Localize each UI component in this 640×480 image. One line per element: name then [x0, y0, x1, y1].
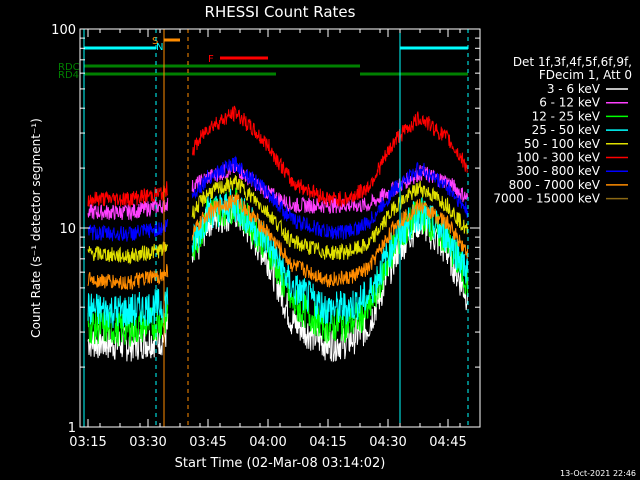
legend-header-line2: FDecim 1, Att 0 — [539, 68, 632, 82]
legend-entry-label: 800 - 7000 keV — [509, 178, 601, 192]
flag-label-n: N — [156, 42, 163, 53]
series-line-4 — [87, 175, 469, 265]
series-lines — [87, 105, 469, 363]
legend-entry-label: 6 - 12 keV — [539, 96, 601, 110]
legend-entry-label: 100 - 300 keV — [516, 151, 600, 165]
x-tick-label: 03:15 — [69, 435, 106, 450]
y-axis-label: Count Rate (s⁻¹ detector segment⁻¹) — [29, 118, 43, 338]
chart-title: RHESSI Count Rates — [205, 3, 356, 21]
legend-entry-label: 25 - 50 keV — [532, 123, 601, 137]
flag-label: S — [152, 36, 158, 47]
x-tick-label: 03:30 — [129, 435, 166, 450]
axes: 03:15 03:30 03:45 04:00 04:15 04:30 04:45 1 10 10… — [51, 23, 481, 450]
footer-date: 13-Oct-2021 22:46 — [560, 469, 636, 478]
legend-entry-label: 12 - 25 keV — [532, 109, 601, 123]
flag-label: RDC — [58, 62, 80, 73]
legend-header-line1: Det 1f,3f,4f,5f,6f,9f, — [513, 55, 632, 69]
y-tick-label: 1 — [68, 421, 76, 436]
legend: Det 1f,3f,4f,5f,6f,9f, FDecim 1, Att 0 3… — [493, 55, 632, 206]
x-tick-label: 04:00 — [249, 435, 286, 450]
series-line-5 — [87, 105, 468, 207]
legend-entry-label: 3 - 6 keV — [547, 82, 601, 96]
legend-entry-label: 50 - 100 keV — [524, 137, 601, 151]
x-tick-label: 03:45 — [189, 435, 226, 450]
x-tick-label: 04:15 — [309, 435, 346, 450]
x-tick-label: 04:30 — [369, 435, 406, 450]
y-tick-label: 100 — [51, 23, 76, 38]
series-line-6 — [87, 155, 469, 242]
flag-label: RD4 — [58, 70, 79, 81]
x-axis-label: Start Time (02-Mar-08 03:14:02) — [175, 456, 386, 471]
y-tick-label: 10 — [59, 222, 76, 237]
legend-entry-label: 7000 - 15000 keV — [493, 192, 600, 206]
series-line-7 — [87, 192, 469, 291]
legend-entry-label: 300 - 800 keV — [516, 164, 600, 178]
series-line-3 — [87, 188, 469, 329]
flag-label: F — [208, 54, 214, 65]
x-tick-label: 04:45 — [429, 435, 466, 450]
